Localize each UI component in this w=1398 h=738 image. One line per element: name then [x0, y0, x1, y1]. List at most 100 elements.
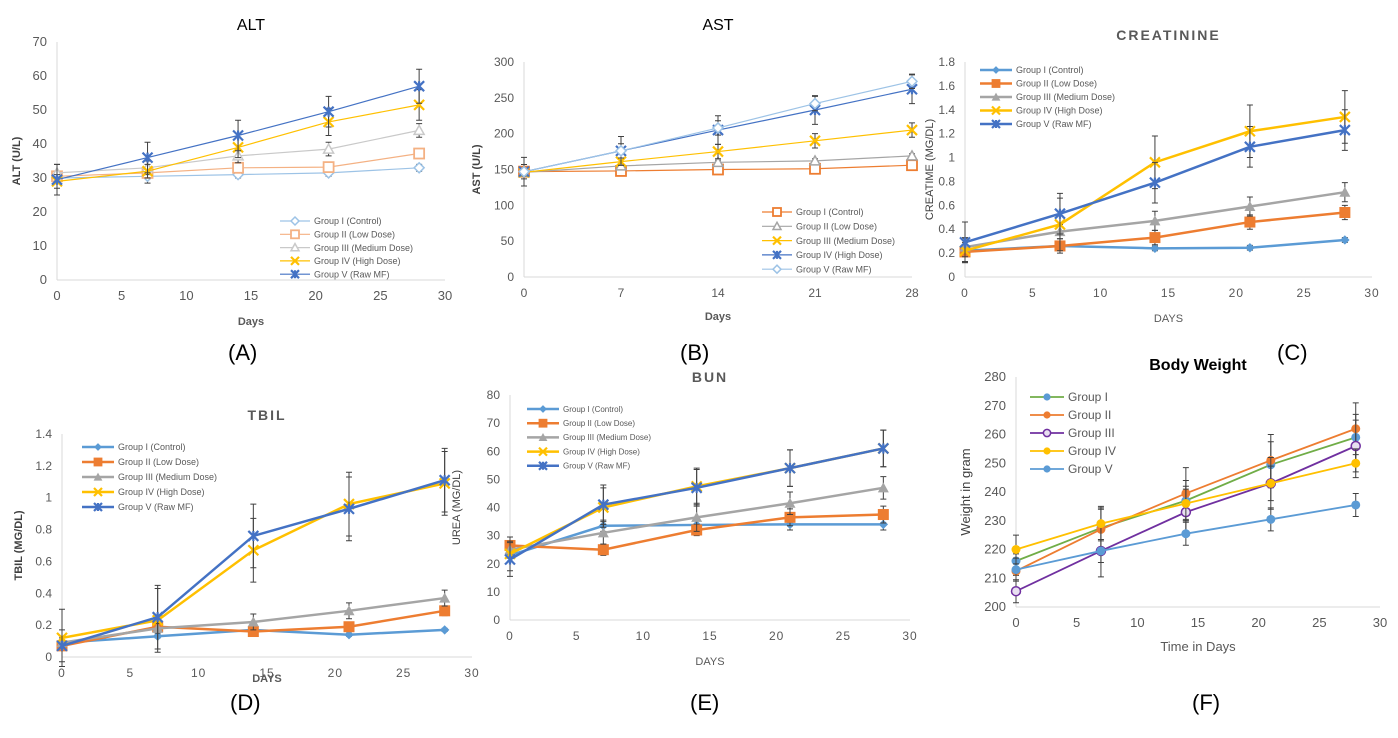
- y-tick-label: 300: [494, 55, 514, 69]
- data-point: [1096, 546, 1106, 556]
- x-tick-label: 10: [191, 666, 206, 680]
- data-point: [959, 236, 971, 249]
- x-tick-label: 10: [1093, 286, 1108, 300]
- legend-entry: Group IV (High Dose): [82, 487, 205, 497]
- chart-title: Body Weight: [1149, 357, 1247, 374]
- legend-entry: Group II (Low Dose): [527, 418, 635, 428]
- y-tick-label: 1.2: [938, 127, 955, 141]
- legend-entry: Group III (Medium Dose): [527, 433, 651, 442]
- legend-label: Group II (Low Dose): [1016, 79, 1097, 89]
- series-4: [1011, 448, 1361, 565]
- y-axis-label: ALT (U/L): [11, 136, 23, 185]
- legend-label: Group II (Low Dose): [563, 419, 635, 428]
- data-point: [1339, 124, 1351, 136]
- legend-entry: Group II: [1030, 408, 1111, 422]
- data-point: [413, 147, 426, 160]
- legend-label: Group II (Low Dose): [314, 229, 395, 239]
- data-point: [1244, 141, 1256, 153]
- data-point: [413, 99, 425, 111]
- data-point: [712, 145, 724, 158]
- x-tick-label: 25: [373, 288, 387, 303]
- data-point: [597, 527, 609, 538]
- legend-marker: [289, 242, 301, 252]
- series-5: [1011, 492, 1361, 582]
- x-axis-label: DAYS: [1154, 313, 1183, 325]
- data-point: [808, 97, 822, 110]
- legend-entry: Group II (Low Dose): [980, 79, 1097, 89]
- x-tick-label: 21: [808, 286, 822, 300]
- legend-label: Group V (Raw MF): [118, 502, 194, 512]
- y-tick-label: 250: [494, 91, 514, 105]
- legend-label: Group III (Medium Dose): [563, 433, 651, 442]
- x-tick-label: 15: [259, 666, 274, 680]
- y-axis-label: CREATIME (MG/DL): [924, 119, 936, 220]
- x-tick-label: 25: [396, 666, 411, 680]
- legend-label: Group IV (High Dose): [314, 256, 401, 266]
- legend-marker: [771, 264, 783, 275]
- y-tick-label: 1: [45, 491, 52, 505]
- legend-entry: Group I: [1030, 390, 1108, 404]
- data-point: [1149, 232, 1161, 244]
- legend-label: Group IV (High Dose): [118, 487, 205, 497]
- y-axis-label: UREA (MG/DL): [451, 470, 463, 545]
- y-tick-label: 210: [984, 570, 1006, 585]
- data-point: [504, 553, 516, 566]
- data-point: [905, 149, 919, 161]
- legend-label: Group IV (High Dose): [796, 250, 883, 260]
- y-tick-label: 200: [984, 599, 1006, 614]
- legend-label: Group IV: [1068, 444, 1116, 458]
- legend-marker: [771, 220, 783, 231]
- y-tick-label: 0: [45, 650, 52, 664]
- legend-label: Group III (Medium Dose): [118, 472, 217, 482]
- data-point: [1011, 545, 1021, 554]
- x-axis-label: DAYS: [695, 656, 724, 668]
- chart-creatinine: CREATININE 0 0.2 0.4 0.6 0.8 1 1.2 1.4 1.6 1.8 0 5 10…: [924, 27, 1379, 325]
- data-point: [232, 129, 244, 142]
- panel-label-a: (A): [228, 340, 258, 365]
- legend-marker: [1042, 428, 1052, 438]
- x-tick-label: 5: [1029, 286, 1037, 300]
- data-point: [517, 165, 531, 178]
- y-tick-label: 280: [984, 369, 1006, 384]
- series-3: [504, 476, 889, 559]
- chart-title: BUN: [692, 369, 728, 385]
- legend-entry: Group III: [1030, 426, 1115, 440]
- x-axis-label: DAYS: [252, 673, 282, 685]
- legend-marker: [1043, 411, 1051, 419]
- data-point: [141, 151, 154, 164]
- x-axis-label: Days: [705, 311, 731, 323]
- y-tick-label: 150: [494, 163, 514, 177]
- data-point: [247, 530, 260, 542]
- legend-marker: [538, 446, 548, 457]
- x-tick-label: 30: [902, 629, 917, 643]
- y-tick-label: 40: [33, 136, 47, 151]
- data-point: [711, 155, 725, 168]
- y-tick-label: 0.2: [35, 618, 52, 632]
- y-tick-label: 1.4: [35, 427, 52, 441]
- x-tick-label: 5: [1073, 615, 1080, 630]
- series-5: [517, 73, 919, 180]
- y-tick-label: 0.8: [938, 174, 955, 188]
- legend-marker: [290, 229, 300, 240]
- data-point: [597, 544, 609, 556]
- chart-bun: BUN 0 10 20 30 40 50 60 70 80 0 5 10 15 20 25 30 DAYS UREA…: [451, 369, 917, 668]
- y-tick-label: 0: [493, 613, 500, 627]
- x-tick-label: 15: [244, 288, 258, 303]
- data-point: [877, 482, 889, 493]
- legend-marker: [991, 92, 1001, 101]
- legend-marker: [1043, 393, 1051, 401]
- series-5: [51, 68, 425, 196]
- chart-tbil: TBIL 0 0.2 0.4 0.6 0.8 1 1.2 1.4 0 5 10 15 20 25 30 DAYS…: [13, 407, 479, 685]
- legend-label: Group III (Medium Dose): [796, 236, 895, 246]
- legend-entry: Group IV: [1030, 444, 1116, 458]
- legend-marker: [93, 457, 103, 467]
- y-tick-label: 0: [507, 270, 514, 284]
- data-point: [1351, 458, 1361, 468]
- chart-body-weight: Body Weight 200 210 220 230 240 250 260 270 280 0 5…: [958, 357, 1387, 654]
- data-point: [1096, 519, 1106, 529]
- data-point: [1339, 207, 1351, 218]
- data-point: [906, 159, 918, 172]
- legend-entry: Group I (Control): [82, 442, 186, 452]
- x-tick-label: 0: [506, 629, 514, 643]
- data-point: [1149, 176, 1161, 189]
